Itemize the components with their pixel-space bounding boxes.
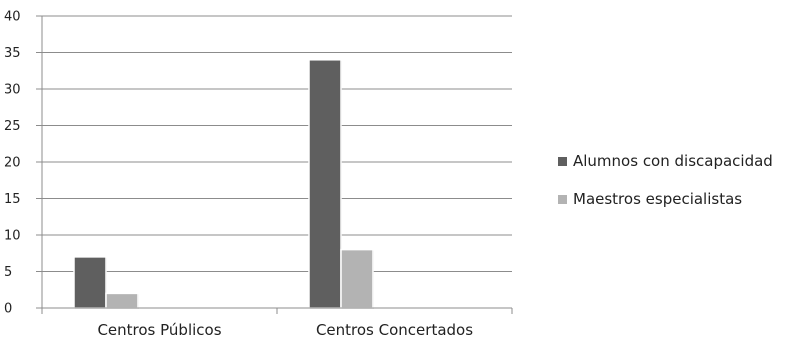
legend: Alumnos con discapacidad Maestros especi…	[558, 150, 773, 226]
y-axis-ticks: 0 5 10 15 20 25 30 35 40	[4, 10, 21, 317]
legend-item-series-2: Maestros especialistas	[558, 188, 773, 210]
bar-0-0	[73, 256, 107, 309]
x-category-label-0: Centros Públicos	[97, 321, 221, 339]
axes	[36, 15, 513, 314]
y-tick-label-25: 25	[4, 119, 21, 134]
y-tick-label-10: 10	[4, 229, 21, 244]
y-tick-label-0: 0	[4, 302, 12, 317]
legend-label-series-1: Alumnos con discapacidad	[573, 152, 773, 170]
bars	[73, 59, 374, 309]
y-tick-label-15: 15	[4, 192, 21, 207]
bar-1-1	[340, 248, 374, 309]
y-tick-label-30: 30	[4, 83, 21, 98]
bar-1-0	[308, 59, 342, 309]
x-category-label-1: Centros Concertados	[316, 321, 473, 339]
gridlines	[42, 15, 512, 272]
legend-swatch-series-1	[558, 156, 567, 166]
y-tick-label-20: 20	[4, 156, 21, 171]
y-tick-label-40: 40	[4, 10, 21, 25]
legend-swatch-series-2	[558, 194, 567, 204]
y-tick-label-5: 5	[4, 265, 12, 280]
y-tick-label-35: 35	[4, 46, 21, 61]
legend-label-series-2: Maestros especialistas	[573, 190, 743, 208]
x-axis-categories: Centros Públicos Centros Concertados	[97, 321, 473, 339]
legend-item-series-1: Alumnos con discapacidad	[558, 150, 773, 172]
bar-0-1	[105, 292, 139, 309]
